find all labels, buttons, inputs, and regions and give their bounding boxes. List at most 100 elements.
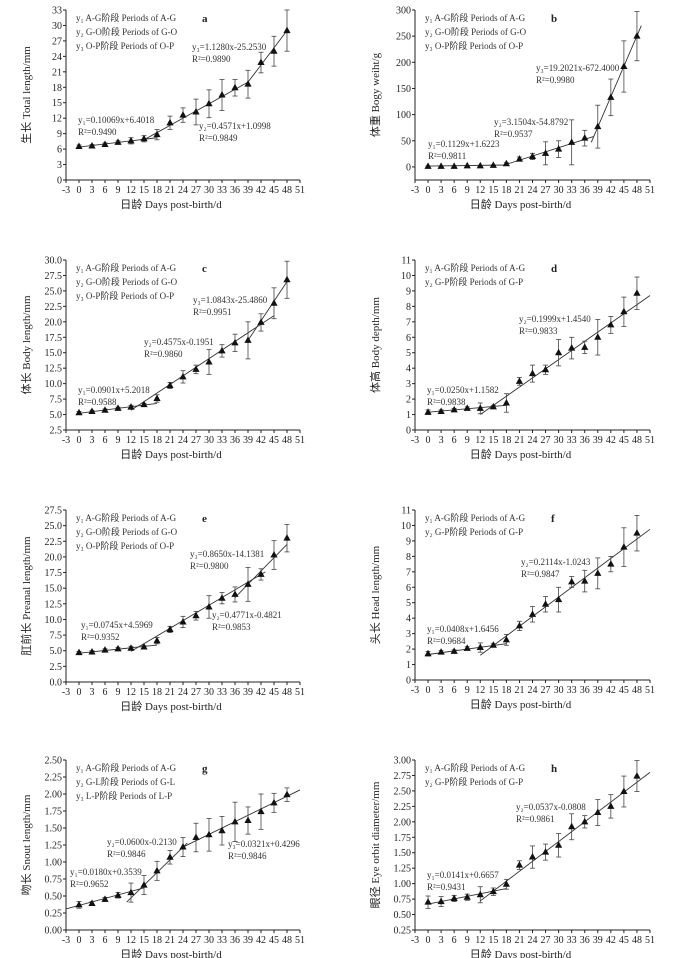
x-tick-label: 30 xyxy=(204,185,214,196)
data-point-triangle xyxy=(568,822,576,830)
data-point-triangle xyxy=(424,649,432,657)
y-tick-label: 0.50 xyxy=(45,892,63,903)
fit-equation: y₁=0.0901x+5.2018 xyxy=(78,385,150,395)
fit-equation: y₁=0.0141x+0.6657 xyxy=(427,870,499,880)
data-point-triangle xyxy=(283,790,291,798)
legend-entry: y₁ A-G阶段 Periods of A-G xyxy=(425,762,526,773)
fit-r2: R²=0.9838 xyxy=(427,397,466,407)
fit-equation: y₂=0.0600x-0.2130 xyxy=(107,837,177,847)
x-tick-label: 3 xyxy=(439,435,444,446)
data-point-triangle xyxy=(140,642,148,650)
y-tick-label: 0 xyxy=(57,176,62,187)
y-axis-label: 体高 Body depth/mm xyxy=(368,297,382,393)
data-point-triangle xyxy=(515,621,524,629)
y-tick-label: 27.5 xyxy=(45,506,63,517)
panel-c: -3 0 3 6 9 12 15 18 21 24 27 30 33 36 39 42 45 48 512.55.0… xyxy=(19,256,305,462)
fit-equation: y₂=3.1504x-54.8792 xyxy=(494,117,568,127)
y-tick-label: 0.0 xyxy=(50,678,63,689)
x-tick-label: 36 xyxy=(230,185,240,196)
y-tick-label: 300 xyxy=(396,6,411,17)
data-point-triangle xyxy=(75,408,83,416)
data-point-triangle xyxy=(515,861,524,868)
x-tick-label: 48 xyxy=(632,935,642,946)
data-point-triangle xyxy=(502,635,510,643)
data-point-triangle xyxy=(179,372,187,380)
x-tick-label: 51 xyxy=(645,935,655,946)
x-tick-label: 27 xyxy=(191,185,201,196)
y-tick-label: 25.0 xyxy=(45,521,63,532)
panel-g: -3 0 3 6 9 12 15 18 21 24 27 30 33 36 39 42 45 48 510.000.… xyxy=(20,756,305,958)
y-tick-label: 25.0 xyxy=(45,286,63,297)
x-tick-label: 39 xyxy=(593,185,603,196)
data-point-triangle xyxy=(75,648,83,656)
data-point-triangle xyxy=(231,83,239,91)
x-tick-label: 6 xyxy=(103,185,108,196)
data-point-triangle xyxy=(153,394,161,401)
x-tick-label: 39 xyxy=(593,935,603,946)
data-point-triangle xyxy=(127,136,135,144)
data-point-triangle xyxy=(88,899,96,906)
data-point-triangle xyxy=(140,134,148,142)
data-point-triangle xyxy=(528,152,537,159)
y-tick-label: 2.5 xyxy=(50,426,63,437)
y-tick-label: 21 xyxy=(52,67,62,78)
fit-line xyxy=(480,295,651,415)
data-point-triangle xyxy=(581,343,589,350)
data-point-triangle xyxy=(541,149,550,156)
data-point-triangle xyxy=(283,275,291,283)
data-point-triangle xyxy=(114,644,122,652)
data-point-triangle xyxy=(244,816,252,824)
panel-b: -3 0 3 6 9 12 15 18 21 24 27 30 33 36 39 42 45 48 51050100… xyxy=(368,6,655,212)
x-tick-label: 15 xyxy=(488,185,498,196)
data-point-triangle xyxy=(594,122,602,130)
x-tick-label: 36 xyxy=(230,687,240,698)
y-tick-label: 30 xyxy=(52,21,62,32)
y-tick-label: 1.50 xyxy=(394,848,412,859)
y-tick-label: 3 xyxy=(57,160,62,171)
data-point-triangle xyxy=(502,398,510,406)
x-tick-label: 33 xyxy=(567,685,577,696)
x-tick-label: 27 xyxy=(191,687,201,698)
x-tick-label: 45 xyxy=(269,435,279,446)
data-point-triangle xyxy=(450,405,458,413)
x-tick-label: 27 xyxy=(541,935,551,946)
y-axis-label: 眼径 Eye orbit diameter/mm xyxy=(369,781,382,908)
fit-line xyxy=(590,25,642,143)
y-axis-label: 肛前长 Preanal length/mm xyxy=(19,536,33,656)
x-tick-label: 6 xyxy=(452,685,457,696)
data-point-triangle xyxy=(463,404,471,411)
data-point-triangle xyxy=(581,134,589,141)
data-point-triangle xyxy=(424,162,432,169)
legend-entry: y₂ G-P阶段 Periods of G-P xyxy=(425,276,523,287)
x-axis-label: 日龄 Days post-birth/d xyxy=(470,697,572,711)
x-tick-label: 12 xyxy=(126,687,136,698)
x-tick-label: 9 xyxy=(465,185,470,196)
data-point-triangle xyxy=(450,894,458,901)
x-tick-label: 30 xyxy=(554,435,564,446)
panel-label: c xyxy=(202,263,207,275)
data-point-triangle xyxy=(231,338,239,346)
x-tick-label: -3 xyxy=(62,435,70,446)
fit-r2: R²=0.9352 xyxy=(81,632,120,642)
y-tick-label: 9 xyxy=(57,129,62,140)
x-tick-label: 45 xyxy=(619,185,629,196)
fit-equation: y₂=0.4771x-0.4821 xyxy=(212,610,282,620)
y-tick-label: 1 xyxy=(406,660,411,671)
y-tick-label: 10.0 xyxy=(45,615,63,626)
panel-label: e xyxy=(202,513,207,525)
y-tick-label: 6 xyxy=(406,583,411,594)
data-point-triangle xyxy=(75,900,83,908)
x-tick-label: 15 xyxy=(488,685,498,696)
data-point-triangle xyxy=(231,590,239,597)
x-axis-label: 日龄 Days post-birth/d xyxy=(470,197,572,211)
legend-entry: y₁ A-G阶段 Periods of A-G xyxy=(76,512,177,523)
data-point-triangle xyxy=(153,130,161,138)
data-point-triangle xyxy=(489,641,497,648)
data-point-triangle xyxy=(541,848,550,855)
x-tick-label: 48 xyxy=(282,935,292,946)
x-tick-label: 45 xyxy=(269,687,279,698)
x-tick-label: 27 xyxy=(191,935,201,946)
data-point-triangle xyxy=(218,91,226,98)
x-tick-label: 21 xyxy=(514,185,524,196)
legend-entry: y₂ G-O阶段 Periods of G-O xyxy=(425,26,527,37)
